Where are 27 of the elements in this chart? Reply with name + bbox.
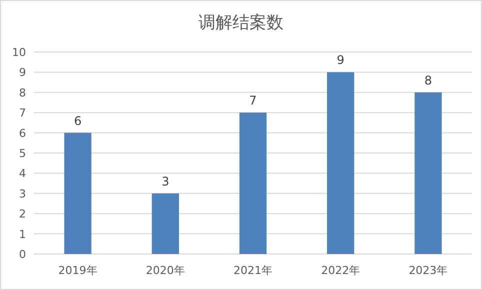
- x-tick-label: 2022年: [321, 264, 360, 277]
- y-tick-label: 2: [19, 208, 26, 221]
- bar: [414, 92, 442, 254]
- y-tick-label: 5: [19, 147, 26, 160]
- data-label: 7: [249, 94, 257, 108]
- y-tick-label: 8: [19, 86, 26, 100]
- x-tick-label: 2019年: [58, 264, 98, 277]
- x-tick-label: 2020年: [146, 264, 185, 277]
- y-tick-label: 0: [19, 248, 26, 261]
- y-tick-label: 4: [19, 167, 26, 180]
- data-label: 6: [74, 114, 82, 128]
- bar: [64, 132, 92, 254]
- y-tick-label: 3: [19, 187, 26, 200]
- y-tick-label: 10: [12, 46, 26, 59]
- data-label: 9: [336, 53, 344, 68]
- data-label: 3: [162, 174, 170, 188]
- y-tick-label: 1: [19, 228, 26, 241]
- chart-title: 调解结案数: [198, 13, 284, 33]
- bar: [327, 72, 354, 254]
- bar: [239, 112, 267, 254]
- y-tick-label: 6: [19, 126, 26, 140]
- data-label: 8: [424, 73, 432, 88]
- y-tick-label: 7: [19, 106, 26, 120]
- y-tick-label: 9: [19, 66, 26, 80]
- x-tick-label: 2023年: [408, 264, 448, 277]
- bar: [152, 193, 179, 254]
- x-tick-label: 2021年: [234, 264, 272, 277]
